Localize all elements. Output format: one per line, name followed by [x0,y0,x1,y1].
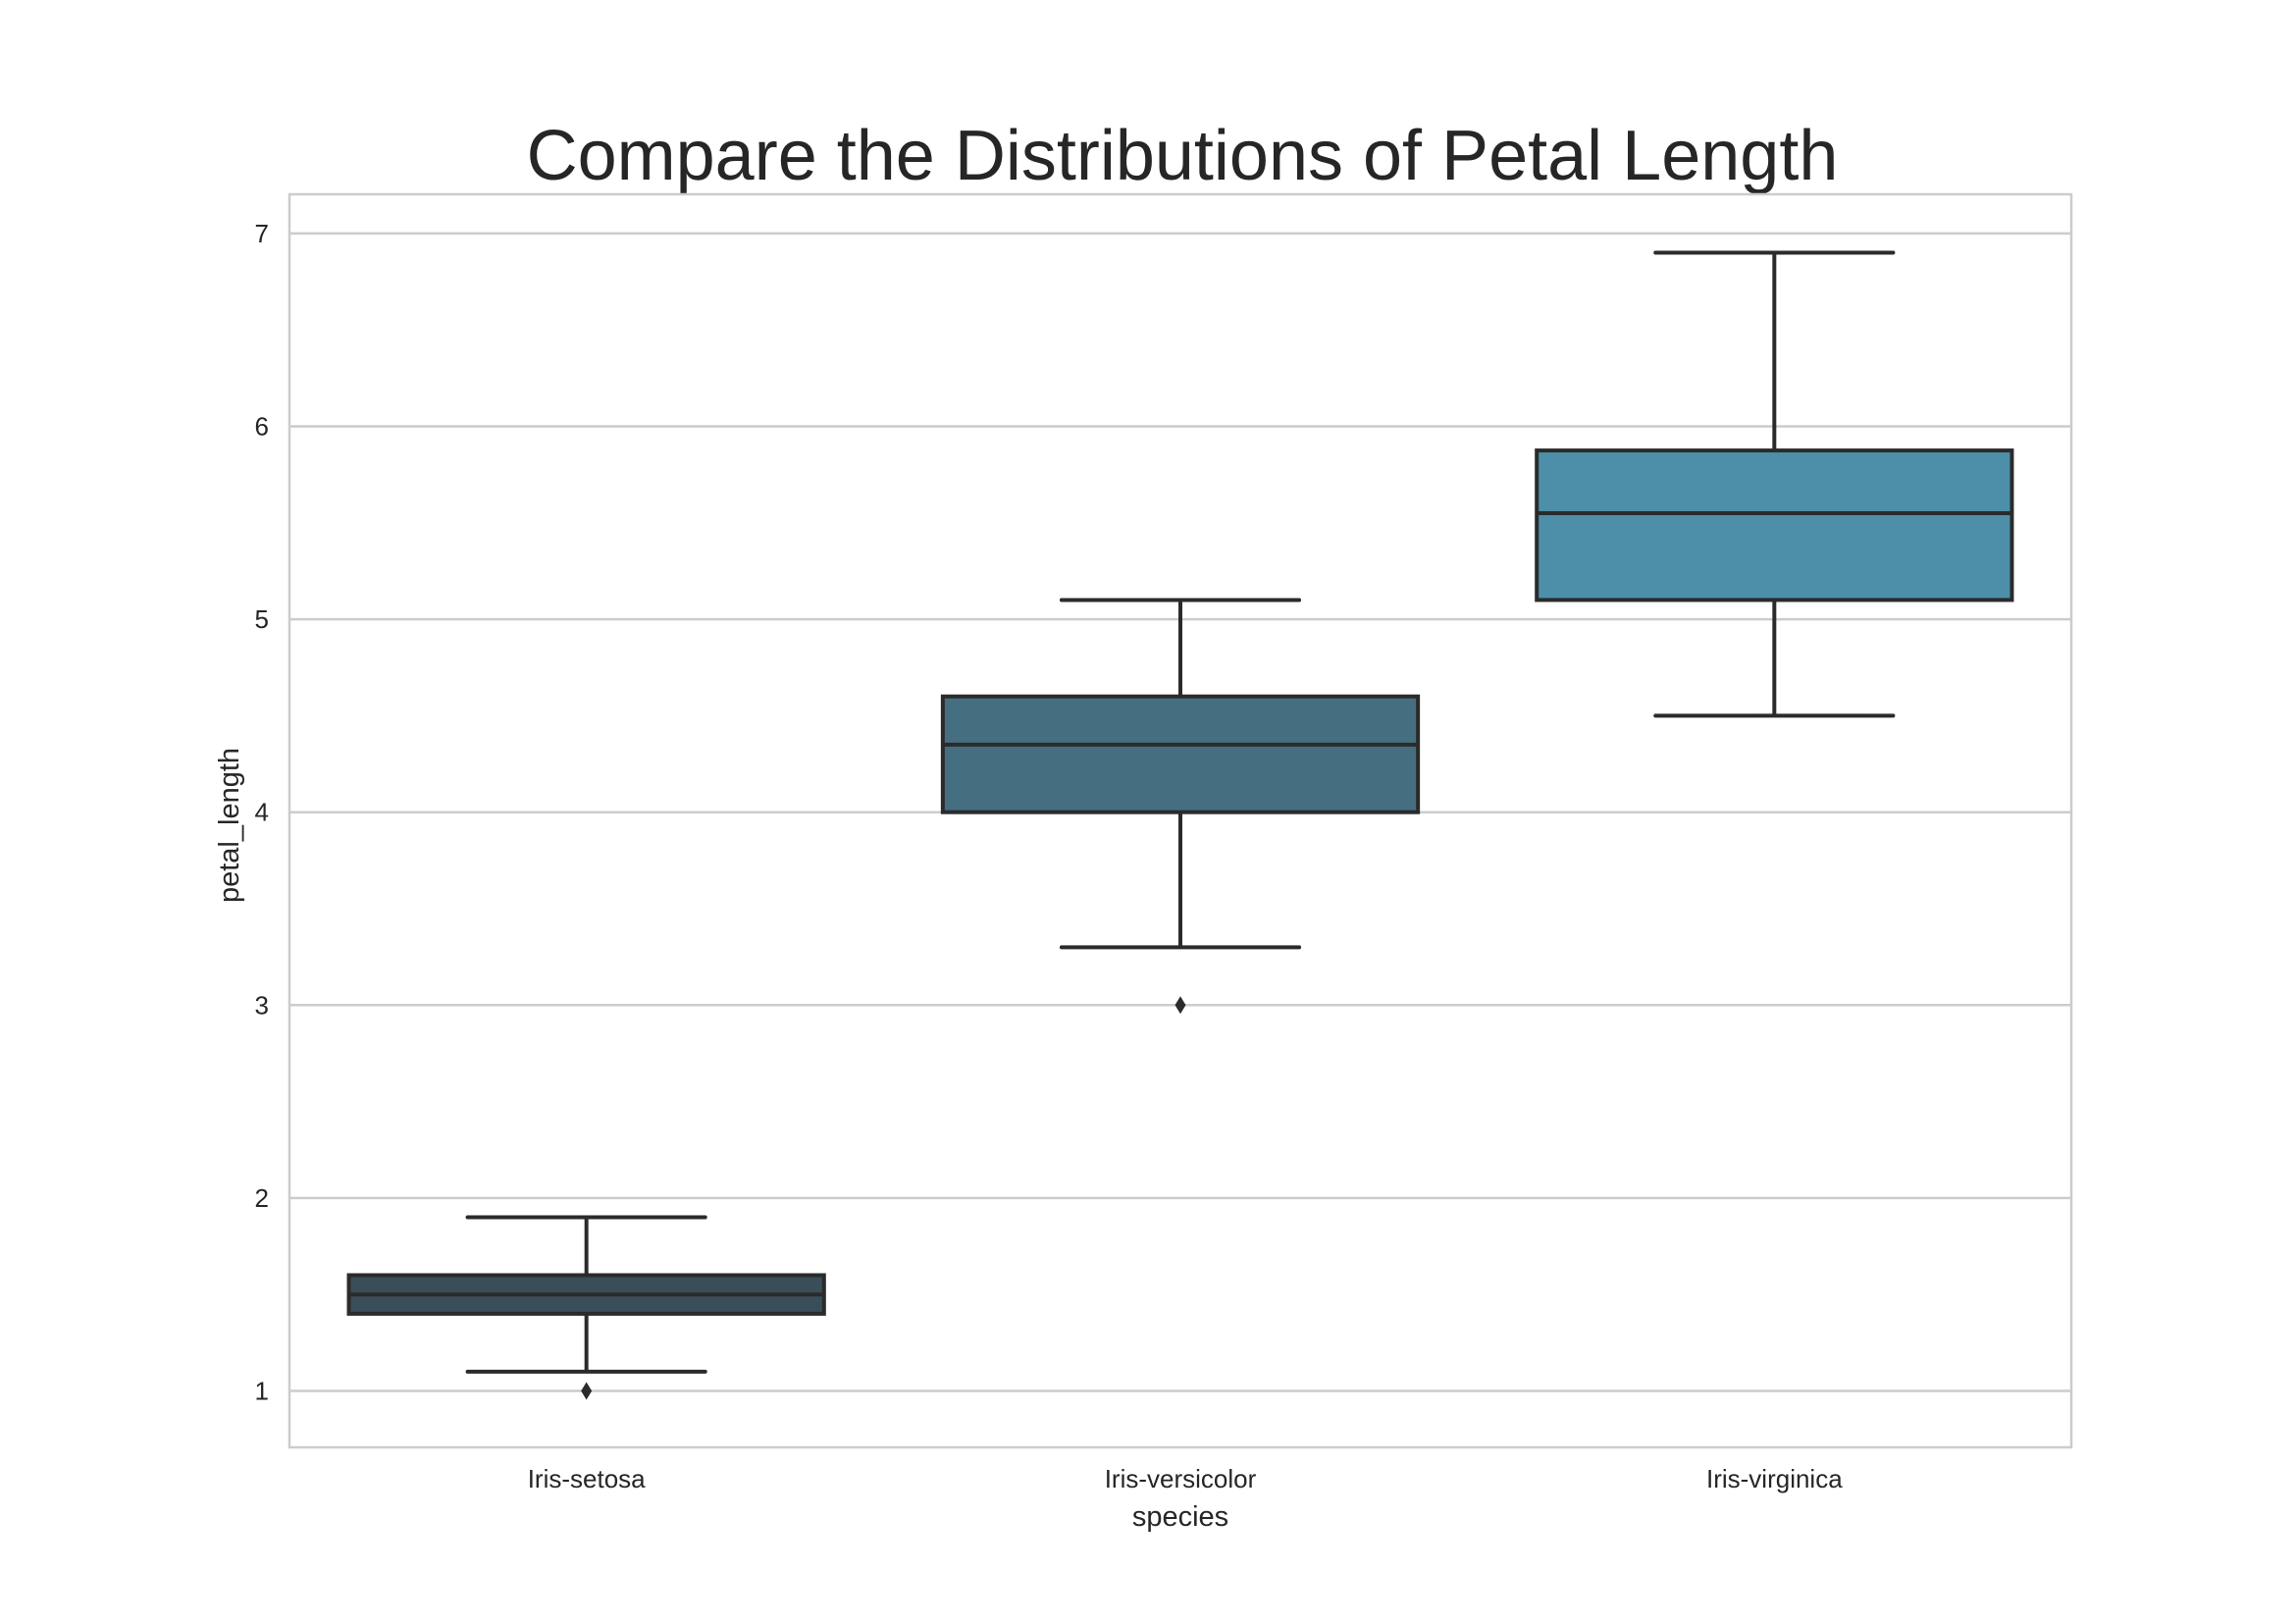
chart-title: Compare the Distributions of Petal Lengt… [527,117,1839,195]
box-group-iris-virginica [1535,250,2014,718]
y-tick-label-5: 5 [255,604,269,634]
y-tick-label-2: 2 [255,1183,269,1213]
y-tick-label-6: 6 [255,412,269,442]
box-iqr [1535,448,2014,602]
x-tick-labels: Iris-setosa Iris-versicolor Iris-virginica [528,1464,1844,1493]
y-tick-label-4: 4 [255,798,269,827]
x-axis-label: species [1132,1501,1228,1533]
box-group-iris-versicolor [940,598,1421,1015]
box-iqr [940,694,1421,814]
y-axis-label: petal_length [214,748,245,903]
plot-frame [287,192,2073,1449]
y-tick-labels: 1 2 3 4 5 6 7 [255,219,269,1406]
outlier-marker [581,1382,593,1400]
outlier-marker [1174,996,1186,1015]
y-tick-label-3: 3 [255,990,269,1020]
box-group-iris-setosa [346,1215,826,1400]
x-tick-label-iris-versicolor: Iris-versicolor [1105,1464,1257,1493]
y-tick-label-7: 7 [255,219,269,248]
boxes [346,250,2014,1400]
y-tick-label-1: 1 [255,1377,269,1406]
x-tick-label-iris-setosa: Iris-setosa [528,1464,646,1493]
x-tick-label-iris-virginica: Iris-virginica [1706,1464,1843,1493]
